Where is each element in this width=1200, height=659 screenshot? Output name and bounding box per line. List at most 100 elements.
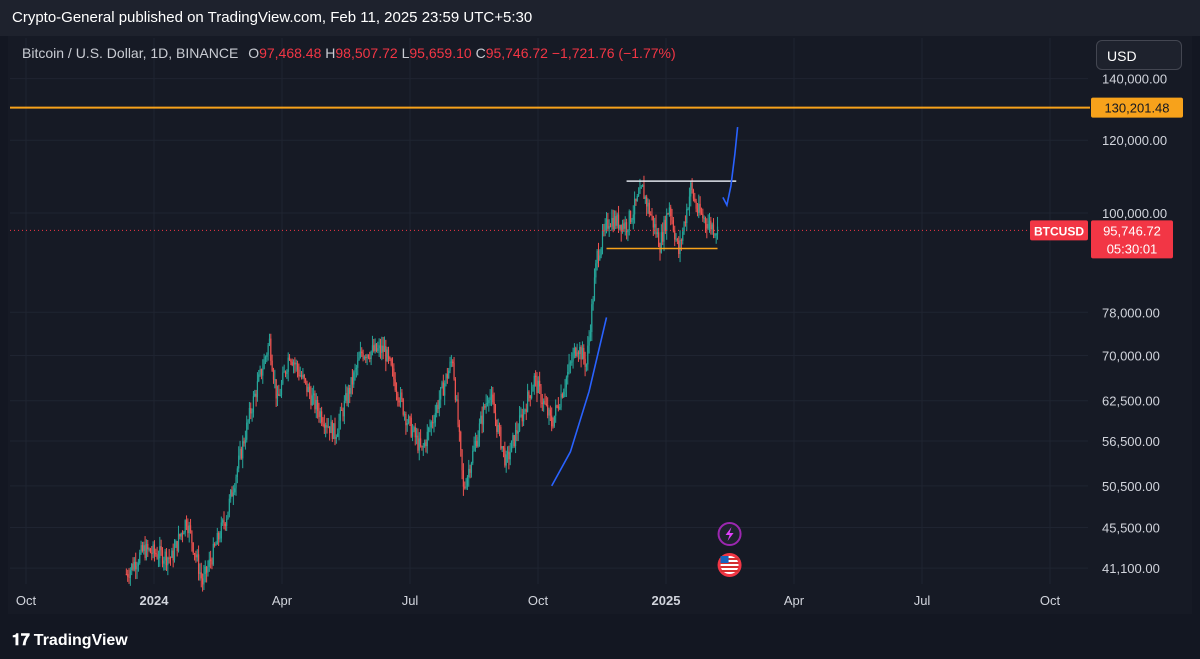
candle-body	[426, 431, 428, 447]
candle-body	[280, 383, 283, 395]
candlestick-series	[125, 175, 719, 592]
candle-body	[497, 424, 499, 433]
candle-body	[288, 357, 291, 361]
candle-body	[420, 438, 422, 446]
candle-body	[304, 378, 307, 381]
candle-body	[300, 375, 303, 378]
candle-body	[234, 488, 236, 493]
x-tick-label: Apr	[784, 593, 805, 608]
candle-body	[220, 522, 222, 539]
candle-body	[711, 224, 713, 230]
symbol-tag	[1030, 220, 1088, 241]
candle-body	[274, 379, 276, 381]
tradingview-logo[interactable]: 𝟏𝟕 TradingView	[12, 630, 128, 650]
symbol-name: Bitcoin / U.S. Dollar, 1D, BINANCE	[22, 45, 239, 61]
candle-body	[191, 530, 193, 543]
flag-canton	[720, 556, 729, 563]
candle-body	[210, 559, 212, 562]
candle-body	[195, 554, 197, 558]
candle-body	[535, 375, 537, 377]
candle-body	[216, 533, 218, 545]
candle-body	[362, 353, 364, 359]
candle-body	[688, 196, 691, 209]
candle-body	[401, 392, 403, 400]
y-tick-label: 50,500.00	[1102, 479, 1160, 494]
candle-body	[603, 230, 605, 232]
candle-body	[259, 369, 261, 375]
published-info: Crypto-General published on TradingView.…	[12, 9, 533, 26]
candle-body	[485, 402, 487, 408]
candle-body	[367, 354, 370, 358]
candle-body	[351, 377, 353, 385]
candle-body	[303, 374, 305, 379]
candle-body	[714, 234, 716, 236]
candle-body	[664, 219, 666, 231]
candle-body	[699, 203, 701, 213]
candle-body	[163, 560, 165, 564]
candle-body	[208, 559, 210, 567]
candle-body	[226, 519, 228, 526]
candle-body	[302, 374, 304, 378]
candle-body	[430, 422, 432, 428]
candle-body	[576, 352, 578, 357]
candle-body	[461, 449, 463, 471]
candle-body	[157, 558, 160, 560]
candle-body	[187, 525, 189, 534]
candle-body	[236, 468, 238, 477]
lightning-icon[interactable]	[717, 522, 742, 546]
candle-body	[710, 220, 712, 230]
candle-body	[197, 554, 200, 574]
candle-body	[421, 445, 423, 448]
candle-body	[612, 218, 614, 230]
candle-body	[692, 189, 695, 199]
us-flag-icon[interactable]	[717, 553, 742, 577]
candle-body	[700, 212, 703, 214]
candle-body	[445, 374, 447, 384]
candle-body	[684, 221, 687, 224]
candle-body	[330, 421, 332, 434]
candle-body	[604, 223, 606, 231]
candle-body	[613, 216, 616, 230]
candle-body	[632, 214, 634, 220]
candle-body	[551, 415, 553, 427]
candle-body	[529, 395, 531, 399]
candle-body	[167, 557, 169, 566]
candle-body	[228, 498, 230, 512]
candle-body	[337, 433, 339, 437]
candle-body	[544, 400, 546, 404]
candle-body	[508, 451, 510, 460]
candle-body	[287, 357, 289, 372]
symbol-legend: Bitcoin / U.S. Dollar, 1D, BINANCE O97,4…	[22, 45, 676, 61]
candle-body	[165, 551, 168, 566]
candle-body	[514, 430, 517, 447]
currency-button[interactable]: USD	[1096, 40, 1182, 70]
x-tick-label: Apr	[272, 593, 293, 608]
x-tick-label: 2025	[652, 593, 681, 608]
candle-body	[706, 224, 708, 229]
candle-body	[363, 356, 366, 359]
x-tick-label: 2024	[140, 593, 170, 608]
candle-body	[512, 435, 514, 441]
candle-body	[486, 402, 489, 404]
candle-body	[338, 420, 340, 434]
candle-body	[474, 440, 477, 446]
candle-body	[227, 511, 229, 520]
candle-body	[411, 430, 414, 437]
candle-body	[428, 428, 430, 432]
candle-body	[127, 574, 129, 577]
candle-body	[509, 452, 511, 460]
candle-body	[484, 406, 486, 408]
candle-body	[672, 220, 674, 231]
chart-frame[interactable]	[8, 36, 1192, 614]
candle-body	[231, 490, 233, 497]
candle-body	[652, 216, 654, 228]
candle-body	[133, 561, 135, 570]
candle-body	[137, 563, 139, 567]
candle-body	[398, 400, 400, 403]
candle-body	[391, 365, 394, 369]
candle-body	[153, 544, 156, 554]
candle-body	[686, 209, 688, 224]
candle-body	[490, 394, 493, 398]
candle-body	[323, 424, 325, 428]
